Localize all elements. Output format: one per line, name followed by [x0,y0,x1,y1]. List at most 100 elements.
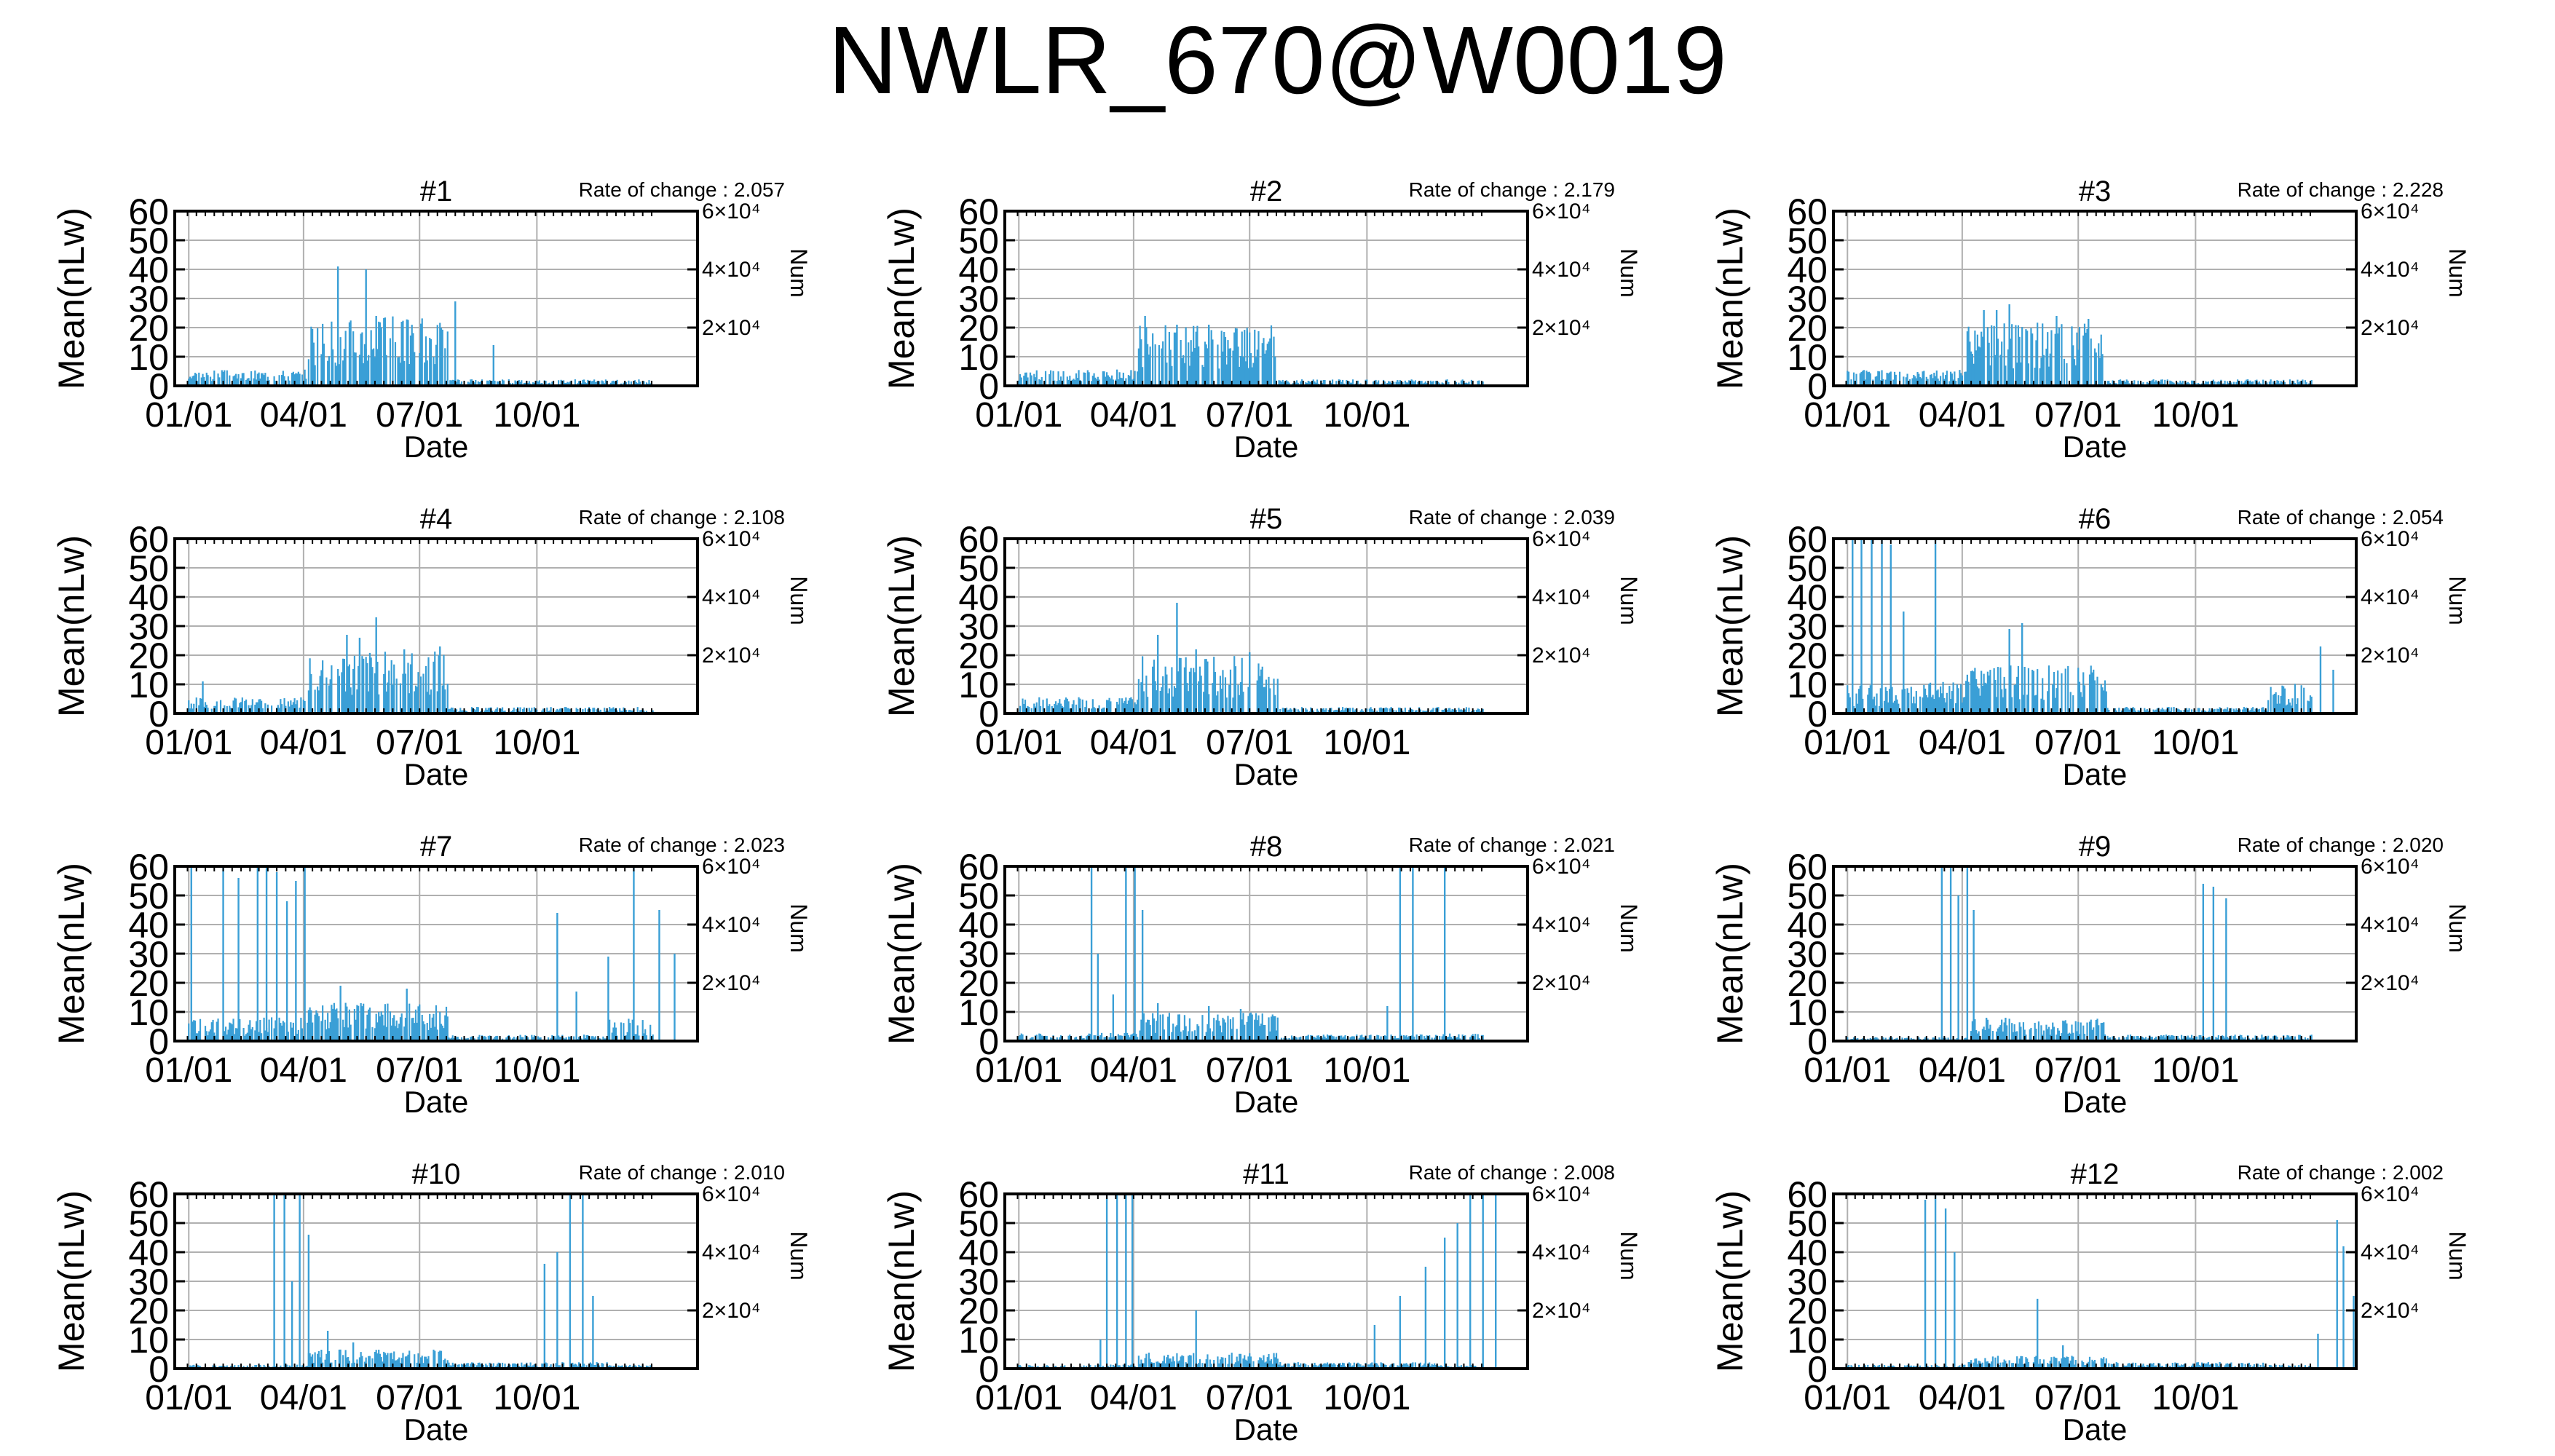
y-tick-label: 10 [1787,665,1828,705]
y2-tick-label: 6×10⁴ [1532,199,1590,223]
x-tick-label: 04/01 [260,724,347,762]
y2-tick-label: 6×10⁴ [2361,199,2419,223]
y-tick-label: 40 [128,577,169,618]
y2-tick-label: 2×10⁴ [2361,971,2419,995]
y-tick-label: 60 [958,847,999,887]
y-axis-label: Mean(nLw) [51,207,92,389]
y-tick-label: 20 [1787,963,1828,1004]
y-tick-label: 0 [1807,694,1828,735]
x-tick-label: 01/01 [975,1051,1062,1090]
y-tick-label: 10 [958,337,999,378]
x-axis-label: Date [404,430,469,464]
y-tick-label: 30 [958,279,999,320]
y-axis-label: Mean(nLw) [51,1190,92,1372]
bar-series [1847,866,2313,1041]
y-tick-label: 10 [1787,337,1828,378]
x-tick-label: 01/01 [145,396,232,435]
y-tick-label: 40 [1787,577,1828,618]
y-tick-label: 20 [1787,308,1828,349]
x-tick-label: 10/01 [1323,724,1410,762]
y-tick-label: 10 [958,1320,999,1361]
y2-axis-label: Num [2444,248,2471,298]
x-tick-label: 10/01 [493,396,580,435]
y2-tick-label: 2×10⁴ [2361,644,2419,668]
y2-tick-label: 4×10⁴ [1532,585,1590,609]
x-tick-label: 01/01 [145,724,232,762]
y2-tick-label: 4×10⁴ [1532,913,1590,937]
y2-tick-label: 2×10⁴ [1532,1299,1590,1323]
rate-of-change-label: Rate of change : 2.039 [1409,506,1615,529]
x-axis-label: Date [404,1085,469,1119]
y-tick-label: 0 [979,366,999,407]
y-tick-label: 10 [128,992,169,1033]
rate-of-change-label: Rate of change : 2.021 [1409,834,1615,856]
x-tick-label: 10/01 [1323,396,1410,435]
x-tick-label: 07/01 [1206,396,1293,435]
y-tick-label: 0 [149,1021,169,1062]
y-tick-label: 50 [958,221,999,261]
y2-axis-label: Num [786,903,812,953]
y-tick-label: 0 [149,694,169,735]
y-tick-label: 50 [128,548,169,589]
x-axis-label: Date [1234,757,1299,791]
y-tick-label: 10 [128,337,169,378]
y-tick-label: 20 [128,636,169,676]
x-tick-label: 01/01 [1804,724,1891,762]
y-tick-label: 60 [1787,191,1828,232]
y2-tick-label: 2×10⁴ [702,971,760,995]
y2-tick-label: 2×10⁴ [1532,316,1590,340]
subplot-title: #10 [412,1158,461,1190]
x-tick-label: 07/01 [376,724,463,762]
y-tick-label: 40 [958,577,999,618]
y2-tick-label: 6×10⁴ [702,1182,760,1206]
subplot-title: #1 [420,175,453,207]
rate-of-change-label: Rate of change : 2.023 [579,834,785,856]
y-tick-label: 60 [958,1174,999,1215]
y2-tick-label: 4×10⁴ [1532,1241,1590,1265]
subplot-title: #6 [2079,503,2112,535]
rate-of-change-label: Rate of change : 2.020 [2238,834,2444,856]
x-tick-label: 07/01 [2034,724,2122,762]
y-tick-label: 30 [128,606,169,647]
x-tick-label: 07/01 [1206,724,1293,762]
y2-tick-label: 6×10⁴ [702,527,760,551]
y-tick-label: 10 [958,665,999,705]
x-tick-label: 07/01 [376,1379,463,1417]
y-tick-label: 50 [128,876,169,917]
x-axis-label: Date [2063,430,2128,464]
y-tick-label: 50 [958,876,999,917]
y2-axis-label: Num [2444,903,2471,953]
y-tick-label: 40 [958,1233,999,1273]
y2-tick-label: 4×10⁴ [1532,258,1590,282]
y2-tick-label: 6×10⁴ [1532,855,1590,879]
x-tick-label: 07/01 [1206,1051,1293,1090]
y-tick-label: 60 [1787,847,1828,887]
y-tick-label: 60 [128,519,169,560]
y2-tick-label: 4×10⁴ [702,258,760,282]
x-tick-label: 01/01 [1804,396,1891,435]
y2-axis-label: Num [786,248,812,298]
x-tick-label: 04/01 [1090,396,1177,435]
subplot-title: #2 [1250,175,1283,207]
y-tick-label: 20 [958,963,999,1004]
y2-tick-label: 2×10⁴ [702,644,760,668]
y-tick-label: 30 [128,1262,169,1302]
y2-axis-label: Num [1616,903,1642,953]
y2-tick-label: 6×10⁴ [1532,527,1590,551]
rate-of-change-label: Rate of change : 2.228 [2238,178,2444,201]
bar-series [1847,539,2334,713]
y2-tick-label: 4×10⁴ [2361,913,2419,937]
y2-tick-label: 6×10⁴ [702,199,760,223]
x-tick-label: 04/01 [1090,1379,1177,1417]
y2-tick-label: 2×10⁴ [1532,971,1590,995]
subplot-title: #3 [2079,175,2112,207]
y-tick-label: 60 [958,519,999,560]
y-tick-label: 10 [1787,992,1828,1033]
bar-series [1018,316,1484,386]
x-tick-label: 10/01 [2152,724,2239,762]
y-tick-label: 40 [128,1233,169,1273]
x-tick-label: 01/01 [145,1051,232,1090]
